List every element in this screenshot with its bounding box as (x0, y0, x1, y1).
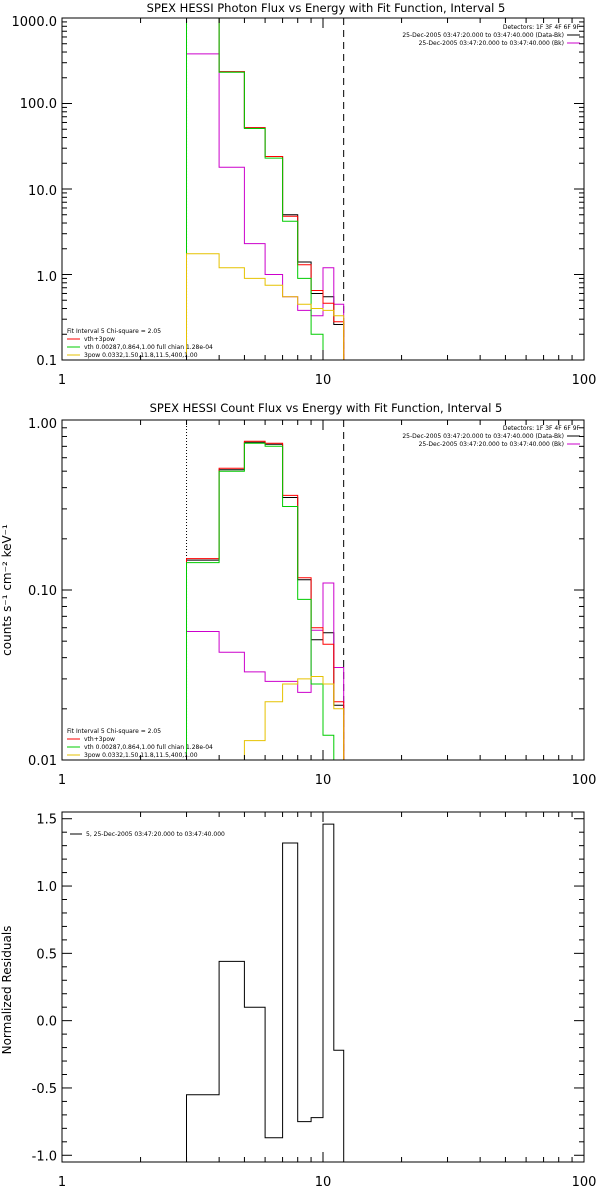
count-flux-series-vth-3pow (186, 440, 345, 760)
photon-flux-detectors-label: Detectors: 1F 3F 4F 6F 9F (503, 24, 581, 31)
count-flux-series-data-bk (186, 441, 345, 760)
residuals-ticks (61, 812, 585, 1162)
count-flux-ticks (61, 419, 585, 761)
count-flux-legend-vth-3pow: vth+3pow (84, 736, 115, 743)
photon-flux-ytick-label-0.1: 0.1 (36, 354, 57, 369)
count-flux-detectors-label: Detectors: 1F 3F 4F 6F 9F (503, 425, 581, 432)
count-flux-legend-3pow: 3pow 0.0332,1.50,11.8,11.5,400,1.00 (84, 752, 198, 759)
count-flux-xtick-label-10: 10 (315, 773, 332, 788)
count-flux-xtick-label-100: 100 (572, 773, 597, 788)
photon-flux-xtick-label-100: 100 (572, 373, 597, 388)
count-flux-series-3pow (186, 676, 345, 760)
count-flux-xtick-label-1: 1 (58, 773, 66, 788)
count-flux-title: SPEX HESSI Count Flux vs Energy with Fit… (150, 401, 503, 415)
photon-flux-series-3pow (186, 253, 345, 360)
count-flux-legend-vth: vth 0.00287,0.864,1.00 full chian 1.28e-… (84, 744, 213, 751)
photon-flux-ytick-label-10: 10.0 (28, 184, 57, 199)
count-flux-fit-header: Fit Interval 5 Chi-square = 2.05 (67, 728, 161, 735)
residuals-ytick-label-1.0: 1.0 (36, 880, 57, 895)
count-flux-ylabel: counts s⁻¹ cm⁻² keV⁻¹ (0, 524, 14, 656)
count-flux-plot-area (186, 420, 345, 760)
residuals-xtick-label-1: 1 (58, 1175, 66, 1190)
count-flux-ytick-label-0.10: 0.10 (28, 584, 57, 599)
photon-flux-xtick-label-10: 10 (315, 373, 332, 388)
photon-flux-series-bk (186, 53, 345, 360)
photon-flux-ytick-label-100: 100.0 (20, 97, 57, 112)
photon-flux-ytick-label-1: 1.0 (36, 270, 57, 285)
photon-flux-ticks (61, 17, 585, 361)
residuals-xtick-label-10: 10 (315, 1175, 332, 1190)
residuals-ytick-label-0.0: 0.0 (36, 1015, 57, 1030)
count-flux-ytick-label-1.00: 1.00 (28, 417, 57, 432)
residuals-series-residuals (186, 823, 345, 1162)
residuals-xtick-label-100: 100 (572, 1175, 597, 1190)
count-flux-ytick-label-0.01: 0.01 (28, 754, 57, 769)
photon-flux-ytick-label-1000: 1000.0 (12, 15, 58, 30)
photon-flux-legend-3pow: 3pow 0.0332,1.50,11.8,11.5,400,1.00 (84, 352, 198, 359)
photon-flux-fit-header: Fit Interval 5 Chi-square = 2.05 (67, 328, 161, 335)
photon-flux-legend-vth: vth 0.00287,0.864,1.00 full chian 1.28e-… (84, 344, 213, 351)
photon-flux-legend-bk: 25-Dec-2005 03:47:20.000 to 03:47:40.000… (419, 40, 564, 47)
photon-flux-legend-data-bk: 25-Dec-2005 03:47:20.000 to 03:47:40.000… (402, 32, 564, 39)
residuals-legend: 5, 25-Dec-2005 03:47:20.000 to 03:47:40.… (86, 831, 225, 838)
residuals-panel: Normalized Residuals 1 10 100 -1.0 -0.5 … (0, 811, 597, 1190)
residuals-ytick-label-m1.0: -1.0 (32, 1149, 57, 1164)
count-flux-legend-bk: 25-Dec-2005 03:47:20.000 to 03:47:40.000… (419, 441, 564, 448)
count-flux-panel: SPEX HESSI Count Flux vs Energy with Fit… (0, 401, 596, 788)
residuals-ylabel: Normalized Residuals (0, 926, 14, 1055)
photon-flux-panel: SPEX HESSI Photon Flux vs Energy with Fi… (12, 1, 597, 388)
residuals-ytick-label-1.5: 1.5 (36, 813, 57, 828)
residuals-ytick-label-m0.5: -0.5 (32, 1082, 57, 1097)
count-flux-series-vth (186, 442, 344, 760)
photon-flux-plot-area (186, 18, 345, 360)
residuals-ytick-label-0.5: 0.5 (36, 947, 57, 962)
count-flux-legend-data-bk: 25-Dec-2005 03:47:20.000 to 03:47:40.000… (402, 433, 564, 440)
photon-flux-legend-vth-3pow: vth+3pow (84, 336, 115, 343)
photon-flux-xtick-label-1: 1 (58, 373, 66, 388)
residuals-plot-area (186, 823, 345, 1162)
photon-flux-title: SPEX HESSI Photon Flux vs Energy with Fi… (147, 1, 506, 15)
photon-flux-series-vth (186, 18, 344, 360)
